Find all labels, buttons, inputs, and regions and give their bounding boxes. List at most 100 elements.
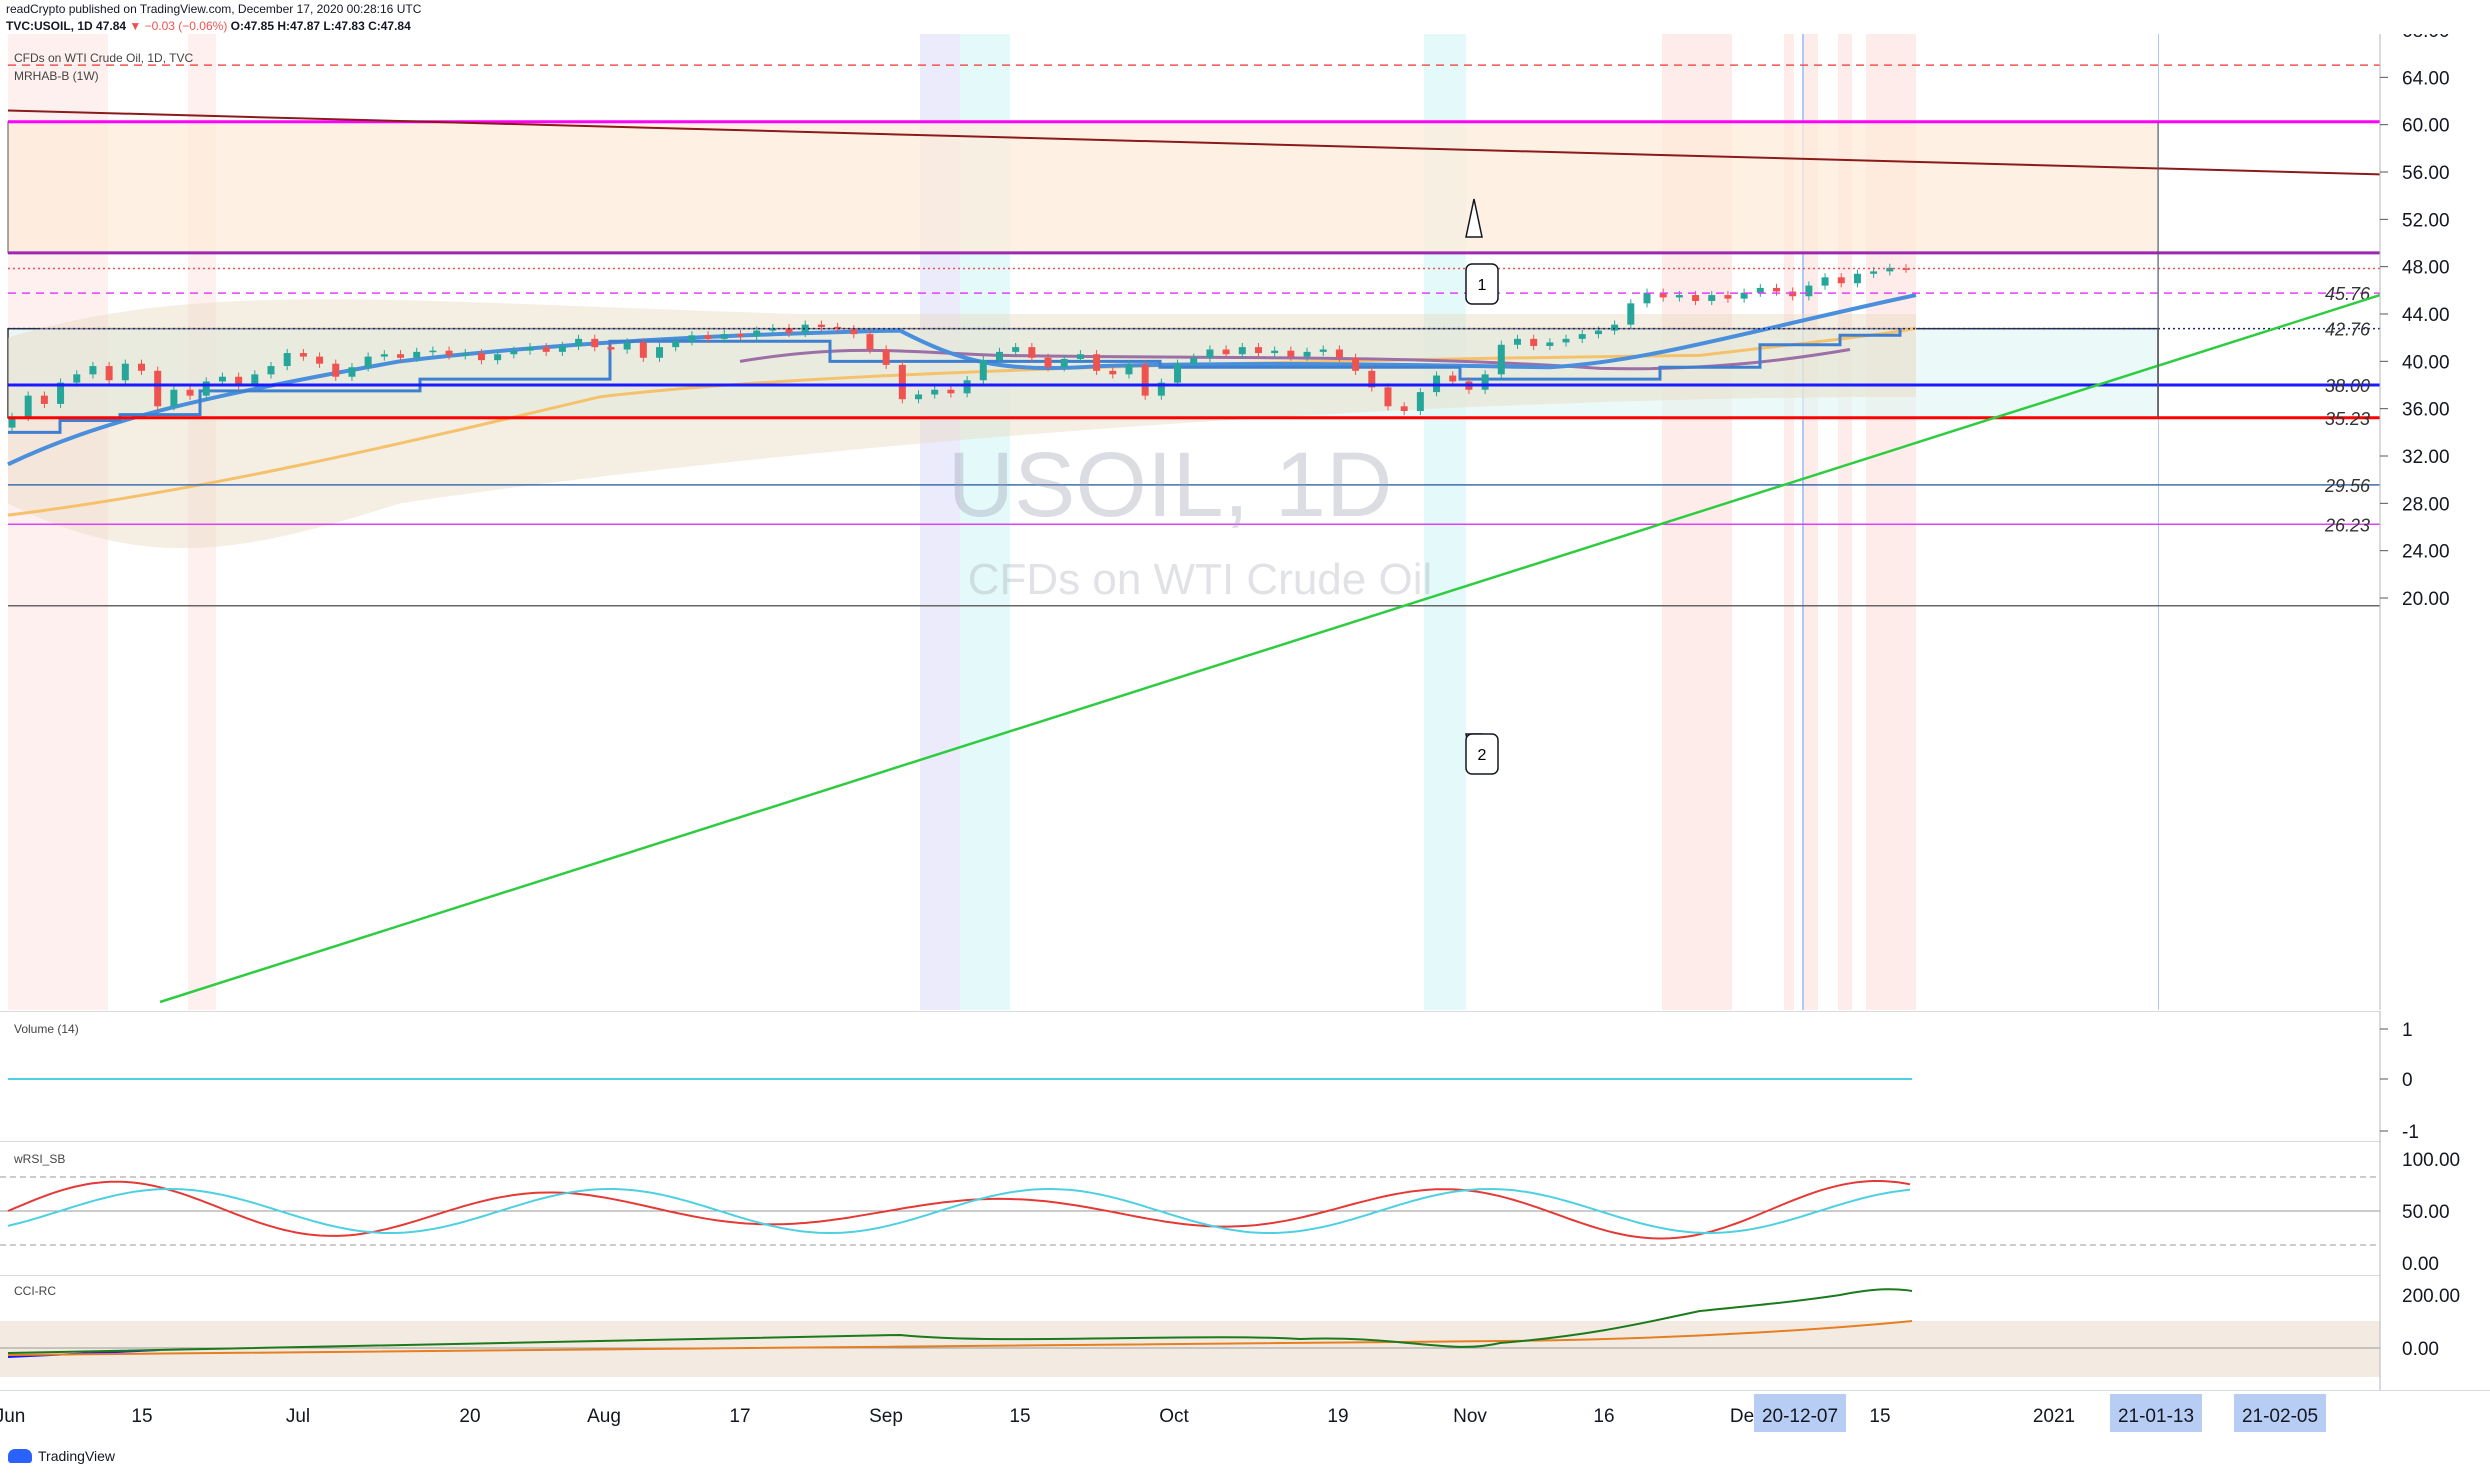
candle-body	[1206, 349, 1214, 358]
candle-body	[1416, 392, 1424, 412]
candle-body	[1627, 303, 1635, 325]
rsi-tick-label: 100.00	[2402, 1150, 2460, 1171]
time-tick-label: 21-01-13	[2118, 1406, 2194, 1427]
callout-label-1: 1	[1478, 277, 1487, 294]
candle-body	[1352, 357, 1360, 371]
price-level-label: 29.56	[2324, 476, 2371, 496]
volume-pane[interactable]: Volume (14) 1 0 -1	[0, 1011, 2490, 1141]
candle-body	[1481, 374, 1489, 390]
candle-body	[1271, 350, 1279, 354]
candle-body	[332, 363, 340, 377]
time-tick-label: 15	[1009, 1406, 1030, 1427]
candle-body	[850, 329, 858, 335]
candle-body	[639, 342, 647, 358]
symbol-name[interactable]: TVC:USOIL, 1D	[6, 19, 93, 33]
candle-body	[834, 327, 842, 330]
candle-body	[202, 381, 210, 396]
candle-body	[1643, 292, 1651, 304]
red-band	[1804, 34, 1818, 1010]
date-tag	[1754, 1394, 1846, 1432]
volume-tick-label: -1	[2402, 1122, 2419, 1141]
candle-body	[1853, 273, 1861, 284]
volume-chart[interactable]: Volume (14) 1 0 -1	[0, 1011, 2490, 1141]
candle-body	[1012, 347, 1020, 352]
candle-body	[1724, 295, 1732, 299]
volume-axis: 1 0 -1	[2379, 1011, 2490, 1141]
candle-body	[89, 366, 97, 375]
symbol-info: TVC:USOIL, 1D 47.84 ▼ −0.03 (−0.06%) O:4…	[6, 19, 411, 33]
candle-body	[1870, 271, 1878, 274]
tradingview-logo: TradingView	[8, 1448, 115, 1464]
price-level-label: 38.00	[2325, 376, 2370, 396]
watermark-description: CFDs on WTI Crude Oil	[968, 555, 1433, 604]
candle-body	[542, 347, 550, 352]
y-tick-label: 52.00	[2402, 210, 2450, 231]
moving-averages	[7, 293, 1917, 517]
price-axis[interactable]: 20.00 24.00 28.00 32.00 36.00 40.00 44.00 48.00…	[2379, 34, 2490, 1010]
time-tick-label: Oct	[1159, 1406, 1189, 1427]
candle-body	[720, 334, 728, 339]
candle-body	[186, 389, 194, 396]
candle-body	[364, 356, 372, 368]
rsi-pane[interactable]: wRSI_SB 100.00 50.00 0.00	[0, 1141, 2490, 1275]
y-tick-label: 20.00	[2402, 589, 2450, 610]
candle-body	[575, 338, 583, 346]
candle-body	[1384, 387, 1392, 407]
candle-body	[299, 353, 307, 357]
candle-body	[1125, 364, 1133, 375]
rsi-axis: 100.00 50.00 0.00	[2379, 1141, 2490, 1275]
candle-body	[1093, 354, 1101, 371]
volume-tick-label: 1	[2402, 1020, 2413, 1041]
candle-body	[1060, 358, 1068, 368]
candle-body	[1902, 268, 1910, 270]
axis-background	[2380, 1141, 2490, 1275]
rsi-chart[interactable]: wRSI_SB 100.00 50.00 0.00	[0, 1141, 2490, 1275]
candle-body	[1692, 295, 1700, 301]
time-axis-pane[interactable]: Jun 15 Jul 20 Aug 17 Sep 15 Oct 19 Nov 16 De 20-12-07…	[0, 1390, 2490, 1438]
time-tick-label: Sep	[869, 1406, 903, 1427]
cci-pane[interactable]: CCI-RC 200.00 0.00	[0, 1275, 2490, 1390]
rsi-tick-label: 50.00	[2402, 1202, 2450, 1223]
price-change: ▼ −0.03 (−0.06%)	[129, 19, 228, 33]
candle-body	[1157, 382, 1165, 396]
price-chart[interactable]: 65.0360.2549.1747.8445.7642.7638.0035.23…	[0, 34, 2490, 1010]
candle-body	[736, 334, 744, 337]
callout-marker-2[interactable]: 2	[1465, 733, 1499, 775]
candle-body	[1675, 295, 1683, 298]
resistance-zone	[8, 121, 2158, 253]
time-tick-label: De	[1730, 1406, 1754, 1427]
candle-body	[380, 354, 388, 357]
candle-body	[558, 345, 566, 352]
candle-body	[1562, 338, 1570, 343]
time-tick-label: 21-02-05	[2242, 1406, 2318, 1427]
candle-body	[607, 347, 615, 350]
y-tick-label: 36.00	[2402, 400, 2450, 421]
candle-body	[882, 349, 890, 365]
time-tick-label: 15	[131, 1406, 152, 1427]
callout-marker-1[interactable]: 1	[1465, 198, 1499, 305]
candle-body	[413, 351, 421, 358]
time-ticks: Jun 15 Jul 20 Aug 17 Sep 15 Oct 19 Nov 16 De 20-12-07…	[0, 1394, 2326, 1432]
date-tag	[2110, 1394, 2202, 1432]
publish-info: readCrypto published on TradingView.com,…	[6, 2, 422, 16]
candle-body	[1044, 357, 1052, 368]
time-tick-label: 19	[1327, 1406, 1348, 1427]
cci-band	[0, 1321, 2380, 1377]
time-tick-label: Aug	[587, 1406, 621, 1427]
slow-moving-average	[7, 326, 1917, 517]
indicator-title: MRHAB-B (1W)	[14, 69, 99, 83]
candle-body	[688, 335, 696, 342]
cci-chart[interactable]: CCI-RC 200.00 0.00	[0, 1275, 2490, 1390]
tradingview-logo-label: TradingView	[38, 1448, 116, 1464]
price-pane[interactable]: 65.0360.2549.1747.8445.7642.7638.0035.23…	[0, 34, 2490, 1010]
watermark-symbol: USOIL, 1D	[948, 434, 1393, 536]
time-tick-label: 2021	[2033, 1406, 2075, 1427]
candle-body	[1222, 349, 1230, 355]
time-axis[interactable]: Jun 15 Jul 20 Aug 17 Sep 15 Oct 19 Nov 16 De 20-12-07…	[0, 1390, 2490, 1438]
candle-body	[218, 376, 226, 382]
candle-body	[963, 380, 971, 394]
axis-background	[2380, 1011, 2490, 1141]
callout-label-2: 2	[1478, 747, 1487, 764]
candle-body	[1530, 338, 1538, 346]
candle-body	[235, 376, 243, 385]
